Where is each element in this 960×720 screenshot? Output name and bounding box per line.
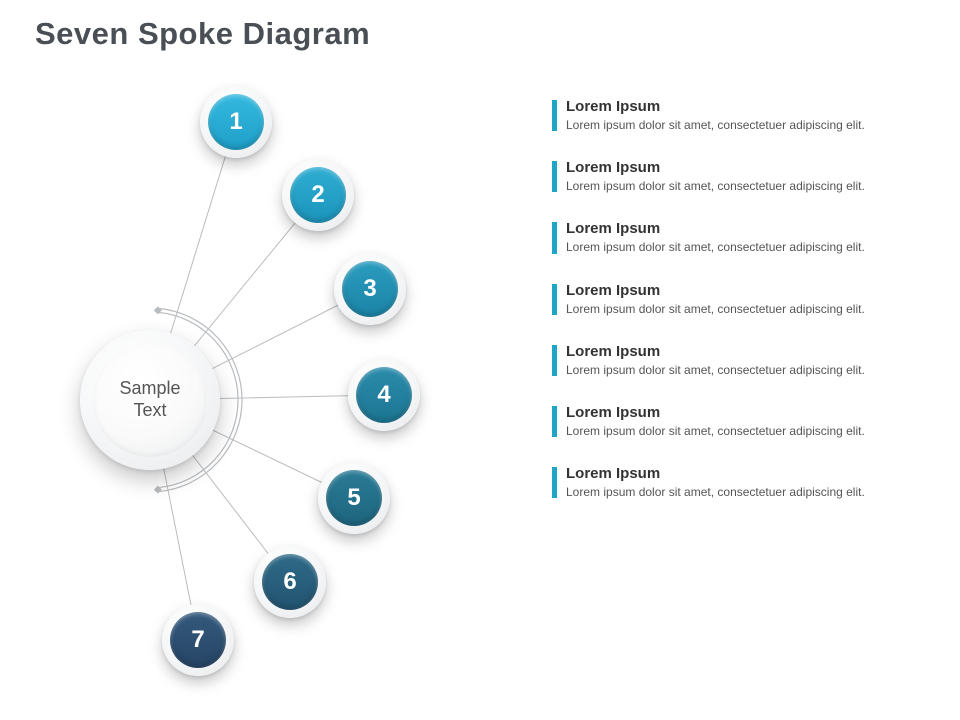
spoke-diagram: SampleText 12 3 4 567 — [0, 0, 520, 720]
panel-item-heading: Lorem Ipsum — [566, 98, 932, 115]
panel-item: Lorem Ipsum Lorem ipsum dolor sit amet, c… — [552, 404, 932, 439]
panel-item-heading: Lorem Ipsum — [566, 465, 932, 482]
accent-bar — [552, 284, 557, 315]
spoke-number: 6 — [262, 554, 318, 610]
panel-item-body: Lorem ipsum dolor sit amet, consectetuer… — [566, 423, 932, 439]
slide: Seven Spoke Diagram SampleText 1234567 L… — [0, 0, 960, 720]
spoke-number: 2 — [290, 167, 346, 223]
panel-item: Lorem Ipsum Lorem ipsum dolor sit amet, c… — [552, 465, 932, 500]
spoke-number: 4 — [356, 367, 412, 423]
accent-bar — [552, 161, 557, 192]
panel-item: Lorem Ipsum Lorem ipsum dolor sit amet, c… — [552, 282, 932, 317]
accent-bar — [552, 345, 557, 376]
spoke-number: 7 — [170, 612, 226, 668]
panel-item-body: Lorem ipsum dolor sit amet, consectetuer… — [566, 117, 932, 133]
panel-item: Lorem Ipsum Lorem ipsum dolor sit amet, c… — [552, 98, 932, 133]
panel-item-heading: Lorem Ipsum — [566, 282, 932, 299]
text-panel: Lorem Ipsum Lorem ipsum dolor sit amet, c… — [552, 98, 932, 526]
center-label: SampleText — [93, 343, 207, 457]
panel-item-body: Lorem ipsum dolor sit amet, consectetuer… — [566, 301, 932, 317]
accent-bar — [552, 406, 557, 437]
panel-item: Lorem Ipsum Lorem ipsum dolor sit amet, c… — [552, 159, 932, 194]
spoke-node: 7 — [162, 604, 234, 676]
spoke-node: 5 — [318, 462, 390, 534]
panel-item-heading: Lorem Ipsum — [566, 404, 932, 421]
panel-item: Lorem Ipsum Lorem ipsum dolor sit amet, c… — [552, 220, 932, 255]
accent-bar — [552, 222, 557, 253]
center-node: SampleText — [80, 330, 220, 470]
spoke-number: 3 — [342, 261, 398, 317]
panel-item-body: Lorem ipsum dolor sit amet, consectetuer… — [566, 239, 932, 255]
spoke-node: 1 — [200, 86, 272, 158]
panel-item: Lorem Ipsum Lorem ipsum dolor sit amet, c… — [552, 343, 932, 378]
panel-item-heading: Lorem Ipsum — [566, 220, 932, 237]
spoke-node: 4 — [348, 359, 420, 431]
panel-item-body: Lorem ipsum dolor sit amet, consectetuer… — [566, 484, 932, 500]
spoke-number: 5 — [326, 470, 382, 526]
panel-item-heading: Lorem Ipsum — [566, 159, 932, 176]
spoke-node: 2 — [282, 159, 354, 231]
accent-bar — [552, 467, 557, 498]
panel-item-heading: Lorem Ipsum — [566, 343, 932, 360]
panel-item-body: Lorem ipsum dolor sit amet, consectetuer… — [566, 362, 932, 378]
accent-bar — [552, 100, 557, 131]
panel-item-body: Lorem ipsum dolor sit amet, consectetuer… — [566, 178, 932, 194]
spoke-node: 3 — [334, 253, 406, 325]
spoke-node: 6 — [254, 546, 326, 618]
spoke-number: 1 — [208, 94, 264, 150]
